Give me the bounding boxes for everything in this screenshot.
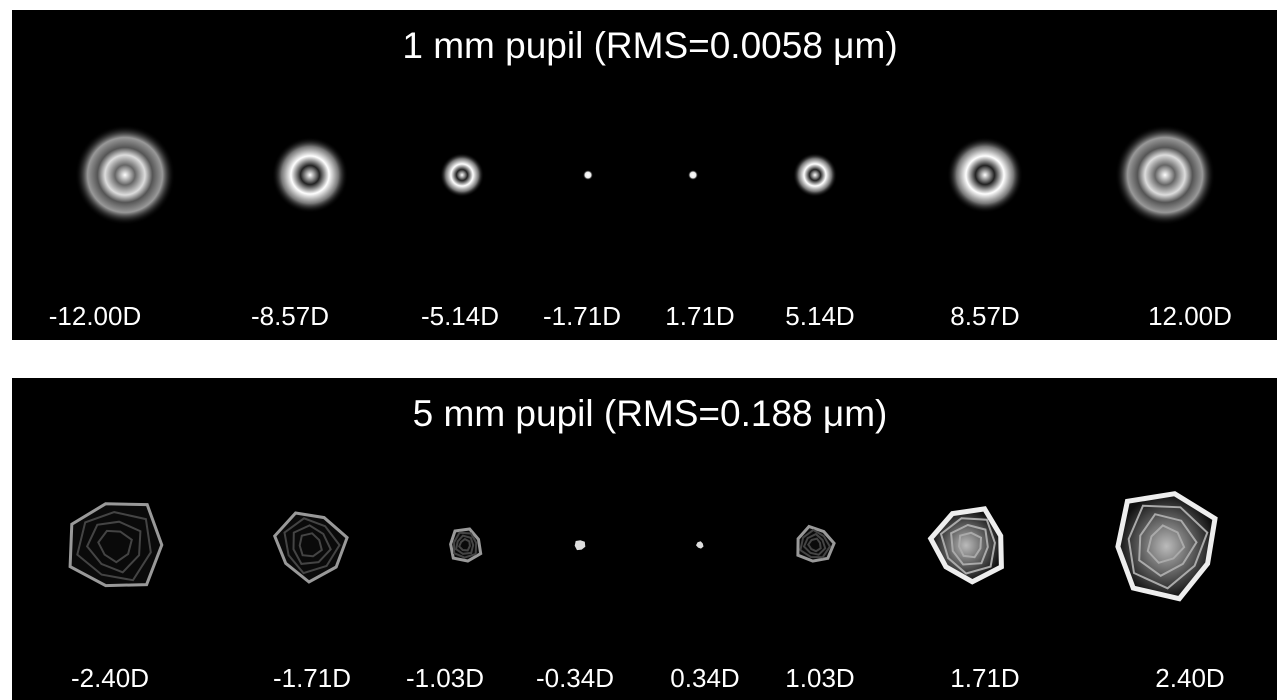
defocus-label: -1.03D bbox=[406, 663, 484, 693]
panel-title: 1 mm pupil (RMS=0.0058 μm) bbox=[402, 25, 897, 66]
defocus-label: -12.00D bbox=[49, 301, 142, 331]
defocus-label: 1.03D bbox=[785, 663, 854, 693]
psf-spot bbox=[272, 137, 348, 213]
psf-spot bbox=[947, 137, 1023, 213]
psf-spot bbox=[1115, 125, 1215, 225]
defocus-label: -2.40D bbox=[71, 663, 149, 693]
defocus-label: 12.00D bbox=[1148, 301, 1232, 331]
defocus-label: 8.57D bbox=[950, 301, 1019, 331]
panel-title: 5 mm pupil (RMS=0.188 μm) bbox=[413, 393, 888, 434]
defocus-label: 1.71D bbox=[665, 301, 734, 331]
psf-spot bbox=[75, 125, 175, 225]
defocus-label: -1.71D bbox=[273, 663, 351, 693]
psf-spot bbox=[688, 170, 698, 180]
defocus-label: 1.71D bbox=[950, 663, 1019, 693]
psf-spot bbox=[793, 153, 837, 197]
defocus-label: 2.40D bbox=[1155, 663, 1224, 693]
defocus-label: -1.71D bbox=[543, 301, 621, 331]
psf-spot bbox=[440, 153, 484, 197]
defocus-label: 5.14D bbox=[785, 301, 854, 331]
defocus-label: -0.34D bbox=[536, 663, 614, 693]
defocus-label: 0.34D bbox=[670, 663, 739, 693]
defocus-label: -8.57D bbox=[251, 301, 329, 331]
psf-spot bbox=[70, 504, 162, 586]
defocus-label: -5.14D bbox=[421, 301, 499, 331]
figure: 1 mm pupil (RMS=0.0058 μm) -12.00D -8.57D -… bbox=[0, 0, 1277, 700]
psf-spot bbox=[583, 170, 593, 180]
